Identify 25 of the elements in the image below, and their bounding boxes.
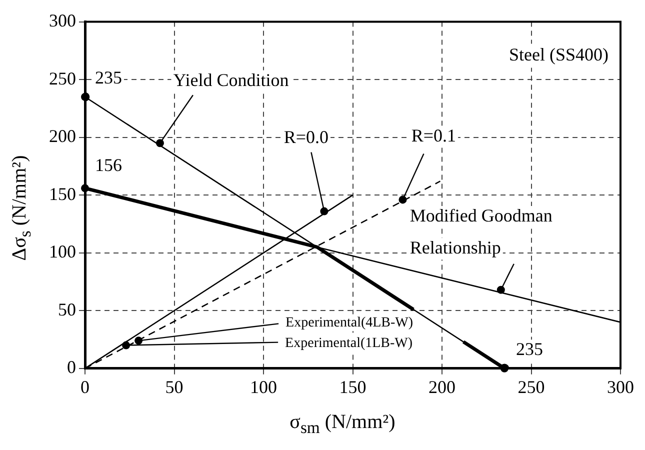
annotation: 235 xyxy=(95,68,122,88)
x-tick-label: 200 xyxy=(428,376,456,397)
y-tick-label: 250 xyxy=(49,68,76,88)
x-tick-label: 50 xyxy=(165,376,184,397)
annotation: 156 xyxy=(95,154,122,175)
y-tick-label: 0 xyxy=(67,357,76,378)
annotation: Modified Goodman Relationship xyxy=(410,206,552,258)
annotation: Experimental(1LB-W) xyxy=(285,336,413,351)
y-tick-label: 150 xyxy=(49,184,76,204)
x-tick-label: 150 xyxy=(339,376,366,397)
x-tick-label: 300 xyxy=(607,376,634,397)
x-tick-label: 100 xyxy=(250,376,277,397)
x-tick-label: 0 xyxy=(80,376,90,397)
y-tick-label: 100 xyxy=(49,242,76,262)
y-tick-label: 300 xyxy=(49,10,76,31)
annotation: R=0.1 xyxy=(411,125,456,146)
y-tick-label: 50 xyxy=(58,299,76,320)
x-axis-title: σ$_{sm}$ (N/mm²) xyxy=(288,411,396,438)
annotation: Experimental(4LB-W) xyxy=(286,315,414,330)
y-tick-label: 200 xyxy=(49,126,76,146)
x-tick-label: 250 xyxy=(518,376,545,397)
annotation: 235 xyxy=(516,339,543,360)
annotation: R=0.0 xyxy=(284,127,329,148)
annotation: Yield Condition xyxy=(173,70,289,90)
annotation: Steel (SS400) xyxy=(508,44,608,65)
